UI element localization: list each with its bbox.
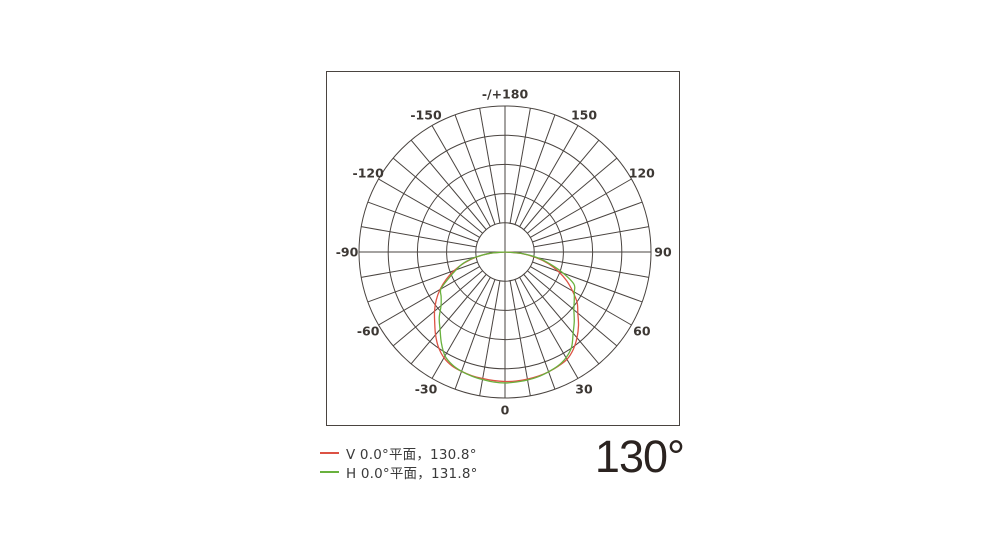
angle-label-0: 0 [501,403,510,418]
angle-label-30: 30 [575,381,593,396]
h-plane-curve [438,251,576,384]
grid-spoke [378,266,480,326]
angle-label-60: -60 [357,324,380,339]
grid-spoke [367,201,478,243]
legend-swatch [320,470,339,473]
v-plane-curve [433,251,580,383]
grid-spoke [410,274,487,365]
grid-spoke [361,226,477,248]
legend-swatch [320,451,339,454]
grid-spoke [479,108,501,224]
grid-spoke [509,108,531,224]
grid-spoke [532,201,643,243]
grid-spoke [533,226,649,248]
grid-spoke [514,114,556,225]
grid-spoke [454,114,496,225]
grid-spoke [519,277,579,379]
grid-spoke [519,125,579,227]
angle-label-90: 90 [654,245,672,260]
grid-spoke [532,261,643,303]
grid-spoke [533,256,649,278]
grid-spoke [527,157,618,234]
grid-spoke [431,125,491,227]
angle-label-150: 150 [571,108,597,123]
angle-label-150: -150 [410,108,442,123]
angle-label-30: -30 [415,381,438,396]
grid-spoke [361,256,477,278]
angle-label-60: 60 [633,324,651,339]
grid-spoke [392,157,483,234]
grid-spoke [392,270,483,347]
angle-label-180: -/+180 [482,87,529,102]
legend-item-v-plane: V 0.0°平面，130.8° [320,443,478,463]
grid-spoke [378,178,480,238]
grid-spoke [527,270,618,347]
legend-label: V 0.0°平面，130.8° [346,446,477,463]
grid-spoke [509,280,531,396]
grid-spoke [479,280,501,396]
grid-spoke [431,277,491,379]
grid-spoke [454,279,496,390]
angle-label-90: -90 [336,245,359,260]
polar-chart: 0 30 60 90 120 150 -/+180 -150 -120 -90 -60 -30 [336,87,672,418]
grid-spoke [367,261,478,303]
angle-label-120: -120 [353,166,385,181]
grid-spoke [514,279,556,390]
grid-spoke [523,139,600,230]
grid-spoke [523,274,600,365]
legend: V 0.0°平面，130.8° H 0.0°平面，131.8° [320,443,478,482]
grid-spoke [410,139,487,230]
angle-label-120: 120 [629,166,655,181]
legend-item-h-plane: H 0.0°平面，131.8° [320,462,478,482]
beam-angle-value: 130° [594,431,685,482]
grid-spoke [530,266,632,326]
grid-spoke [530,178,632,238]
polar-plot-frame: 0 30 60 90 120 150 -/+180 -150 -120 -90 -60 -30 [326,71,680,426]
legend-label: H 0.0°平面，131.8° [346,465,478,482]
